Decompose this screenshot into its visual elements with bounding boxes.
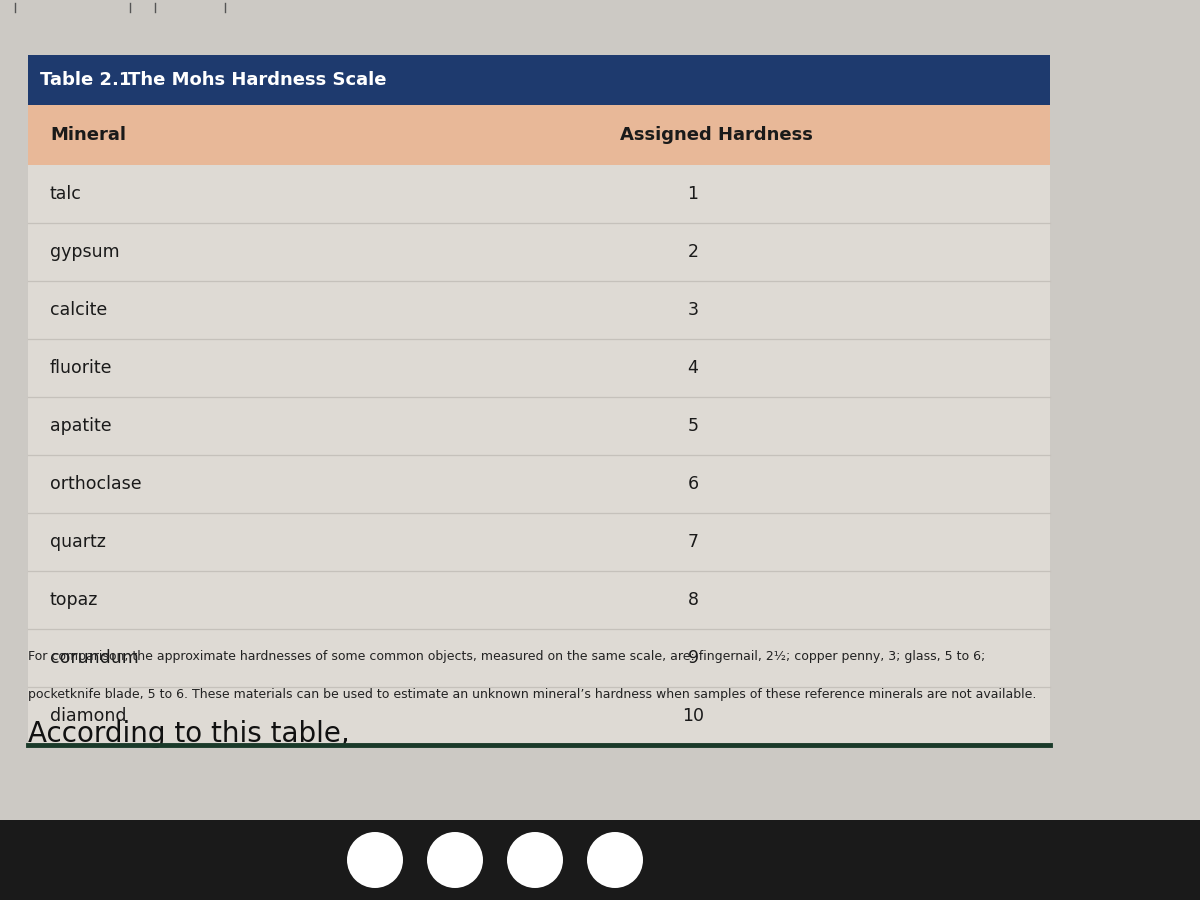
Bar <box>28 105 1050 165</box>
Text: Table 2.1: Table 2.1 <box>40 71 131 89</box>
Text: According to this table,: According to this table, <box>28 720 349 748</box>
Bar <box>28 55 1050 745</box>
Text: apatite: apatite <box>50 417 112 435</box>
Circle shape <box>508 832 563 888</box>
Text: 3: 3 <box>688 301 698 319</box>
Bar <box>28 55 1050 105</box>
Text: diamond: diamond <box>50 707 126 725</box>
Text: Assigned Hardness: Assigned Hardness <box>620 126 812 144</box>
Text: 7: 7 <box>688 533 698 551</box>
Text: quartz: quartz <box>50 533 106 551</box>
Text: 6: 6 <box>688 475 698 493</box>
Text: pocketknife blade, 5 to 6. These materials can be used to estimate an unknown mi: pocketknife blade, 5 to 6. These materia… <box>28 688 1037 701</box>
Text: 4: 4 <box>688 359 698 377</box>
Text: 8: 8 <box>688 591 698 609</box>
Text: topaz: topaz <box>50 591 98 609</box>
Text: fluorite: fluorite <box>50 359 113 377</box>
Text: talc: talc <box>50 185 82 203</box>
Text: The Mohs Hardness Scale: The Mohs Hardness Scale <box>128 71 386 89</box>
Text: calcite: calcite <box>50 301 107 319</box>
Text: orthoclase: orthoclase <box>50 475 142 493</box>
Text: 2: 2 <box>688 243 698 261</box>
Text: 1: 1 <box>688 185 698 203</box>
Text: 5: 5 <box>688 417 698 435</box>
Text: 9: 9 <box>688 649 698 667</box>
Text: gypsum: gypsum <box>50 243 120 261</box>
Text: 10: 10 <box>682 707 704 725</box>
Text: For comparison, the approximate hardnesses of some common objects, measured on t: For comparison, the approximate hardness… <box>28 650 985 663</box>
Text: corundum: corundum <box>50 649 139 667</box>
Circle shape <box>347 832 403 888</box>
Text: Mineral: Mineral <box>50 126 126 144</box>
Circle shape <box>587 832 643 888</box>
Circle shape <box>427 832 482 888</box>
Bar <box>0 820 1200 900</box>
